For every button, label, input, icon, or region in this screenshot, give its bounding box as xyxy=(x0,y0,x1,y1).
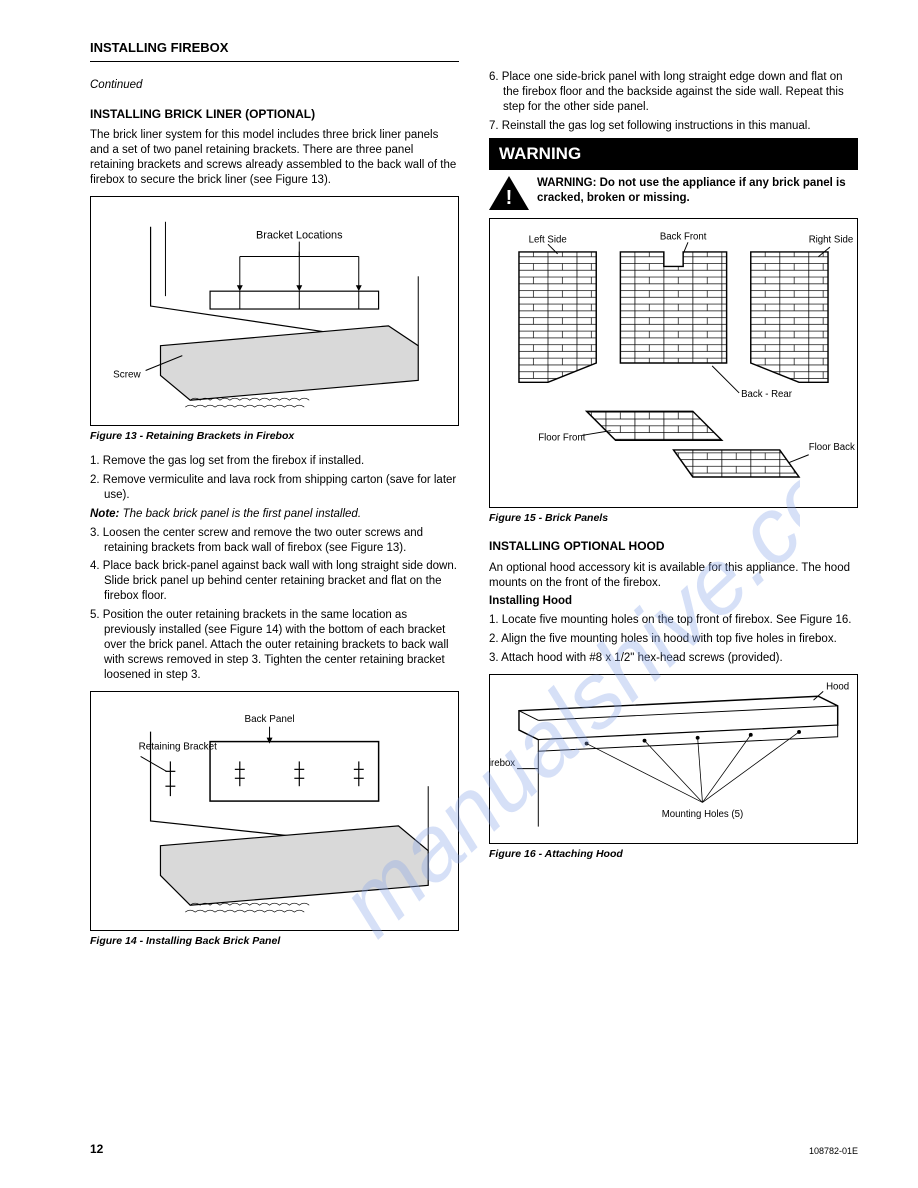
hood-step-2: 2. Align the five mounting holes in hood… xyxy=(489,632,858,647)
intro-para: The brick liner system for this model in… xyxy=(90,128,459,188)
step-7: 7. Reinstall the gas log set following i… xyxy=(489,119,858,134)
svg-text:Screw: Screw xyxy=(113,370,141,381)
warning-icon xyxy=(489,176,529,210)
svg-text:Floor Front: Floor Front xyxy=(538,432,585,443)
hood-step-3: 3. Attach hood with #8 x 1/2" hex-head s… xyxy=(489,651,858,666)
svg-text:Back Panel: Back Panel xyxy=(244,714,294,725)
svg-text:Left Side: Left Side xyxy=(529,234,567,245)
brick-liner-title: INSTALLING BRICK LINER (OPTIONAL) xyxy=(90,107,459,123)
warning-row: WARNING: Do not use the appliance if any… xyxy=(489,176,858,210)
step-2: 2. Remove vermiculite and lava rock from… xyxy=(90,473,459,503)
step-5: 5. Position the outer retaining brackets… xyxy=(90,608,459,683)
figure-14-caption: Figure 14 - Installing Back Brick Panel xyxy=(90,935,459,949)
figure-13: Bracket Locations Screw xyxy=(90,196,459,426)
figure-16-caption: Figure 16 - Attaching Hood xyxy=(489,848,858,862)
note-1: Note: The back brick panel is the first … xyxy=(90,507,459,522)
warning-bar: WARNING xyxy=(489,138,858,170)
right-column: 6. Place one side-brick panel with long … xyxy=(489,40,858,959)
step-4: 4. Place back brick-panel against back w… xyxy=(90,559,459,604)
hood-install-title: Installing Hood xyxy=(489,594,858,609)
figure-16: Mounting Holes (5) Hood Front of Firebox xyxy=(489,674,858,844)
footer-doc: 108782-01E xyxy=(809,1146,858,1158)
svg-text:Floor Back: Floor Back xyxy=(809,442,855,453)
hood-step-1: 1. Locate five mounting holes on the top… xyxy=(489,613,858,628)
section-header: INSTALLING FIREBOX xyxy=(90,40,459,62)
svg-text:Bracket Locations: Bracket Locations xyxy=(256,230,343,242)
hood-intro: An optional hood accessory kit is availa… xyxy=(489,561,858,591)
hood-title: INSTALLING OPTIONAL HOOD xyxy=(489,539,858,555)
svg-text:Back Front: Back Front xyxy=(660,231,707,242)
page-number: 12 xyxy=(90,1142,103,1158)
svg-text:Mounting Holes (5): Mounting Holes (5) xyxy=(662,809,743,820)
figure-13-caption: Figure 13 - Retaining Brackets in Firebo… xyxy=(90,430,459,444)
figure-14: Back Panel Retaining Bracket xyxy=(90,691,459,931)
svg-text:Front of Firebox: Front of Firebox xyxy=(490,757,515,768)
figure-15: Back - Rear Left Side Back Front Right S… xyxy=(489,218,858,508)
left-column: INSTALLING FIREBOX Continued INSTALLING … xyxy=(90,40,459,959)
svg-text:Hood: Hood xyxy=(826,681,849,692)
step-6: 6. Place one side-brick panel with long … xyxy=(489,70,858,115)
figure-15-caption: Figure 15 - Brick Panels xyxy=(489,512,858,526)
svg-text:Retaining Bracket: Retaining Bracket xyxy=(139,741,217,752)
step-1: 1. Remove the gas log set from the fireb… xyxy=(90,454,459,469)
continued-label: Continued xyxy=(90,78,459,93)
step-3: 3. Loosen the center screw and remove th… xyxy=(90,526,459,556)
svg-text:Right Side: Right Side xyxy=(809,234,853,245)
warning-text: WARNING: Do not use the appliance if any… xyxy=(537,176,858,206)
svg-text:Back - Rear: Back - Rear xyxy=(741,389,793,400)
